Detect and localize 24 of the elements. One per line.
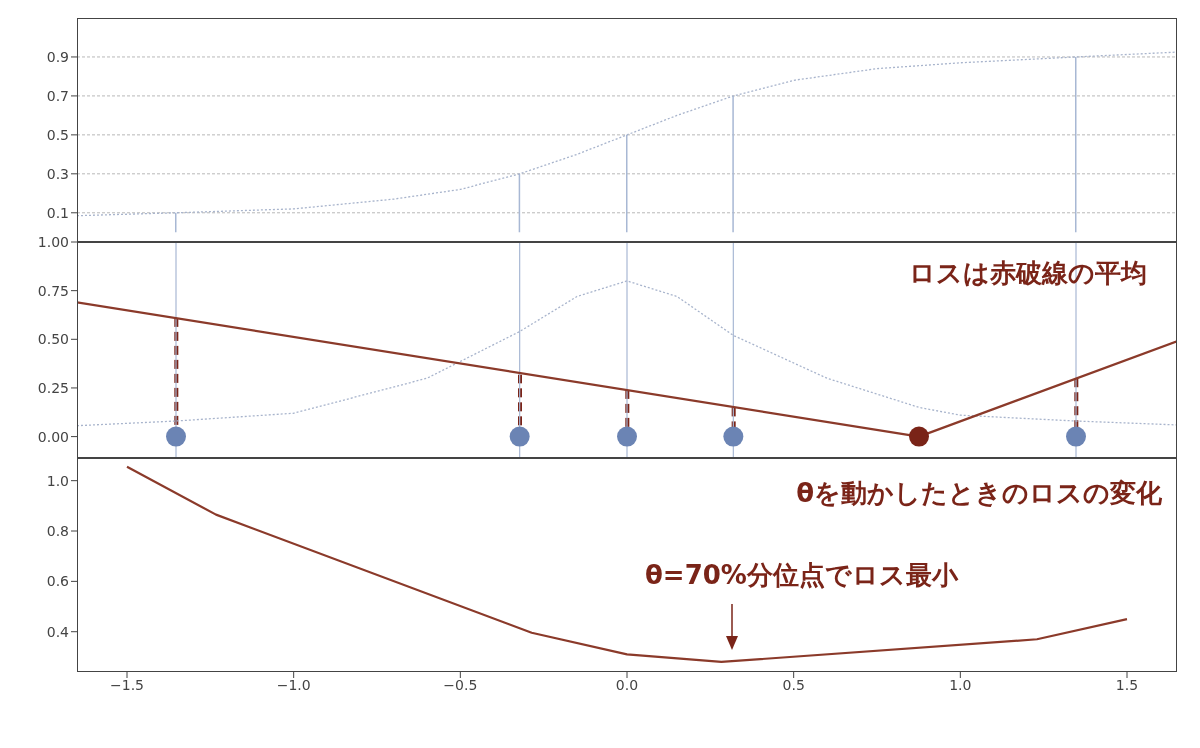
x-tick-label: −1.0 <box>276 676 311 693</box>
x-tick-label: 0.5 <box>782 676 805 693</box>
y-tick-label: 0.5 <box>46 126 69 143</box>
x-tick-label: 1.0 <box>949 676 972 693</box>
annotation: ロスは赤破線の平均 <box>909 257 1147 290</box>
y-tick-label: 0.1 <box>46 204 69 221</box>
y-tick-label: 1.00 <box>37 233 69 250</box>
y-tick-label: 0.25 <box>37 379 69 396</box>
y-tick-label: 0.9 <box>46 48 69 65</box>
y-tick-label: 0.4 <box>46 623 70 640</box>
y-tick-label: 0.8 <box>46 522 69 539</box>
y-tick-label: 1.0 <box>46 472 69 489</box>
annotation: θを動かしたときのロスの変化 <box>796 477 1162 510</box>
y-tick-label: 0.00 <box>37 428 69 445</box>
y-tick-label: 0.3 <box>46 165 69 182</box>
x-tick-label: 0.0 <box>615 676 639 693</box>
y-tick-label: 0.7 <box>46 87 69 104</box>
y-tick-label: 0.75 <box>37 282 69 299</box>
x-tick-label: −1.5 <box>110 676 144 693</box>
x-tick-label: 1.5 <box>1115 676 1139 693</box>
y-tick-label: 0.6 <box>46 573 70 590</box>
annotation: θ=70%分位点でロス最小 <box>645 559 958 592</box>
y-tick-label: 0.50 <box>37 331 69 348</box>
x-tick-label: −0.5 <box>443 676 478 693</box>
